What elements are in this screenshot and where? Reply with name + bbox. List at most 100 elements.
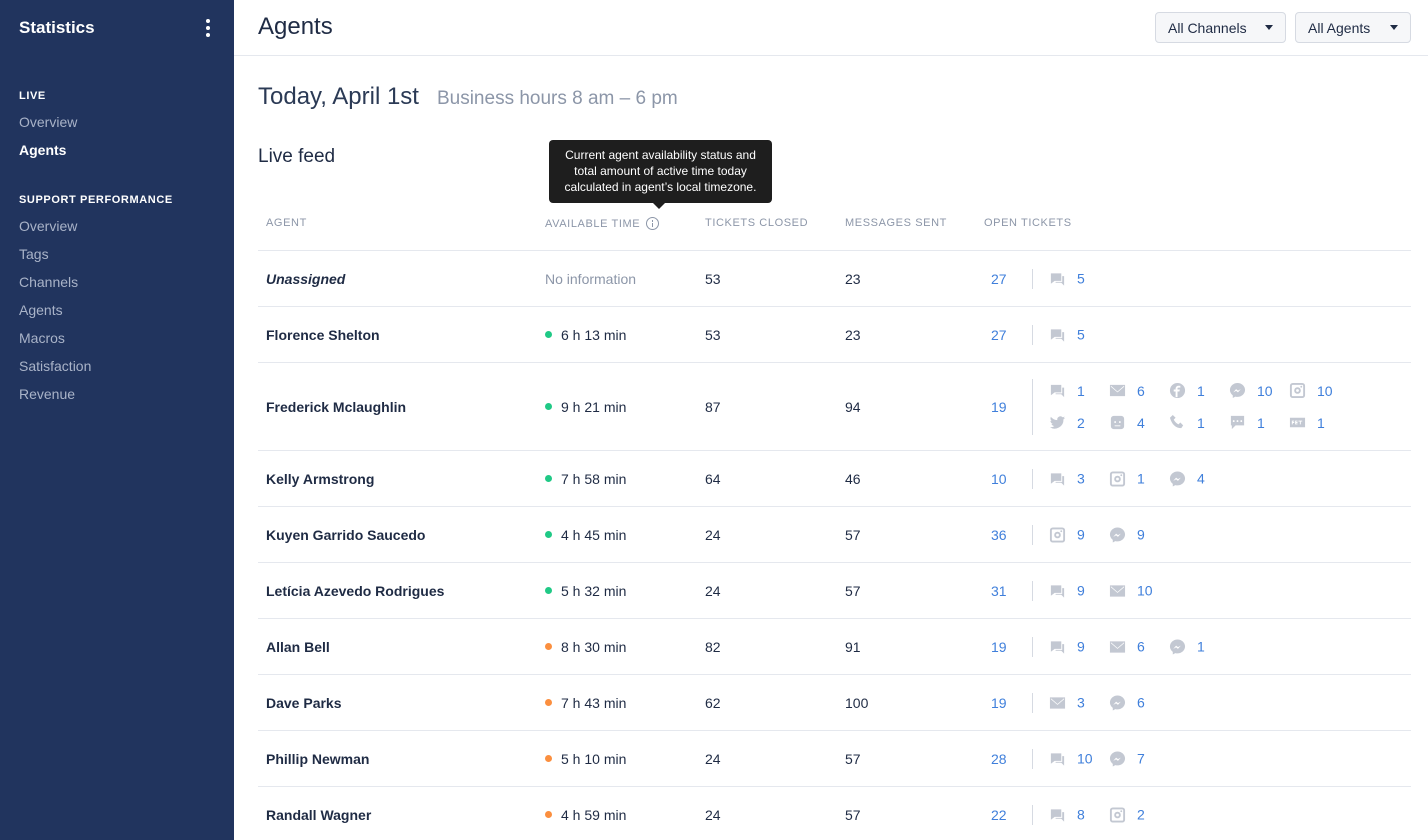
sidebar-item-macros[interactable]: Macros — [19, 330, 65, 346]
channel-ticket-count[interactable]: 5 — [1049, 270, 1085, 287]
sidebar-section-title: SUPPORT PERFORMANCE — [19, 194, 173, 206]
channel-ticket-count[interactable]: 1 — [1169, 414, 1205, 431]
channel-ticket-count[interactable]: 7 — [1109, 750, 1145, 767]
channel-ticket-count[interactable]: 6 — [1109, 638, 1145, 655]
channel-ticket-count[interactable]: 6 — [1109, 694, 1145, 711]
column-header-available-time: AVAILABLE TIME — [545, 217, 660, 230]
open-tickets-link[interactable]: 31 — [991, 582, 1007, 599]
channel-count: 3 — [1077, 470, 1085, 487]
page-title: Agents — [258, 13, 333, 40]
channel-count: 10 — [1077, 750, 1093, 767]
channel-count: 6 — [1137, 638, 1145, 655]
sidebar-item-agents[interactable]: Agents — [19, 302, 63, 318]
info-icon[interactable] — [646, 217, 660, 230]
channel-count: 6 — [1137, 694, 1145, 711]
more-options-icon[interactable] — [201, 19, 215, 37]
channel-ticket-count[interactable]: 10 — [1109, 582, 1153, 599]
channel-ticket-count[interactable]: 10 — [1229, 382, 1273, 399]
messenger-icon — [1109, 694, 1126, 711]
channel-ticket-count[interactable]: 9 — [1049, 638, 1085, 655]
bot-icon — [1109, 414, 1126, 431]
channel-ticket-count[interactable]: 1 — [1289, 414, 1325, 431]
messenger-icon — [1169, 638, 1186, 655]
channel-ticket-count[interactable]: 1 — [1169, 638, 1205, 655]
sidebar-item-overview[interactable]: Overview — [19, 218, 78, 234]
sidebar-item-tags[interactable]: Tags — [19, 246, 49, 262]
sidebar-item-satisfaction[interactable]: Satisfaction — [19, 358, 92, 374]
agent-name: Unassigned — [266, 270, 346, 287]
agent-name: Allan Bell — [266, 638, 330, 655]
table-header: AGENT AVAILABLE TIME TICKETS CLOSED MESS… — [258, 195, 1411, 251]
business-hours: Business hours 8 am – 6 pm — [436, 88, 678, 109]
available-time: 7 h 58 min — [545, 471, 626, 487]
open-tickets-link[interactable]: 19 — [991, 638, 1007, 655]
tickets-closed: 24 — [705, 806, 721, 823]
available-time: 5 h 10 min — [545, 751, 626, 767]
open-tickets-link[interactable]: 10 — [991, 470, 1007, 487]
channel-ticket-count[interactable]: 1 — [1229, 414, 1265, 431]
divider — [1032, 636, 1033, 657]
agents-table: AGENT AVAILABLE TIME TICKETS CLOSED MESS… — [258, 195, 1411, 840]
open-tickets-link[interactable]: 28 — [991, 750, 1007, 767]
open-tickets-link[interactable]: 19 — [991, 694, 1007, 711]
channel-ticket-count[interactable]: 10 — [1289, 382, 1333, 399]
table-row: Kelly Armstrong 7 h 58 min 64 46 10 3 1 4 — [258, 451, 1411, 507]
channel-ticket-count[interactable]: 2 — [1109, 806, 1145, 823]
channel-ticket-count[interactable]: 9 — [1109, 526, 1145, 543]
channel-ticket-count[interactable]: 9 — [1049, 582, 1085, 599]
messages-sent: 23 — [845, 326, 861, 343]
channel-ticket-count[interactable]: 3 — [1049, 694, 1085, 711]
available-time-value: 9 h 21 min — [561, 398, 627, 415]
channel-count: 2 — [1077, 414, 1085, 431]
agents-filter-dropdown[interactable]: All Agents — [1295, 12, 1411, 43]
open-tickets-link[interactable]: 27 — [991, 326, 1007, 343]
channel-ticket-count[interactable]: 1 — [1049, 382, 1085, 399]
open-tickets-link[interactable]: 19 — [991, 398, 1007, 415]
divider — [1032, 804, 1033, 825]
channel-ticket-count[interactable]: 10 — [1049, 750, 1093, 767]
status-dot-icon — [545, 643, 552, 650]
channel-ticket-count[interactable]: 9 — [1049, 526, 1085, 543]
open-tickets-link[interactable]: 27 — [991, 270, 1007, 287]
divider — [1032, 324, 1033, 345]
sidebar-item-revenue[interactable]: Revenue — [19, 386, 76, 402]
instagram-icon — [1109, 470, 1126, 487]
instagram-icon — [1109, 806, 1126, 823]
available-time: 4 h 59 min — [545, 807, 626, 823]
table-row: Dave Parks 7 h 43 min 62 100 19 3 6 — [258, 675, 1411, 731]
channel-count: 8 — [1077, 806, 1085, 823]
channel-count: 9 — [1137, 526, 1145, 543]
channel-count: 1 — [1197, 414, 1205, 431]
chat-icon — [1049, 806, 1066, 823]
chat-icon — [1049, 750, 1066, 767]
section-title: Live feed — [258, 146, 336, 167]
available-time: 8 h 30 min — [545, 639, 626, 655]
available-time-value: No information — [545, 270, 637, 287]
messages-sent: 100 — [845, 694, 869, 711]
messages-sent: 91 — [845, 638, 861, 655]
open-tickets-link[interactable]: 36 — [991, 526, 1007, 543]
sidebar-item-live-agents[interactable]: Agents — [19, 142, 67, 158]
channel-ticket-count[interactable]: 4 — [1169, 470, 1205, 487]
caret-down-icon — [1390, 25, 1398, 30]
channels-filter-dropdown[interactable]: All Channels — [1155, 12, 1286, 43]
channel-ticket-count[interactable]: 8 — [1049, 806, 1085, 823]
channel-count: 9 — [1077, 638, 1085, 655]
sidebar-item-live-overview[interactable]: Overview — [19, 114, 78, 130]
channel-ticket-count[interactable]: 3 — [1049, 470, 1085, 487]
channel-ticket-count[interactable]: 5 — [1049, 326, 1085, 343]
divider — [1032, 378, 1033, 435]
api-icon — [1289, 414, 1306, 431]
status-dot-icon — [545, 811, 552, 818]
channel-ticket-count[interactable]: 1 — [1169, 382, 1205, 399]
open-tickets-link[interactable]: 22 — [991, 806, 1007, 823]
channel-count: 1 — [1197, 638, 1205, 655]
tickets-closed: 64 — [705, 470, 721, 487]
channel-ticket-count[interactable]: 2 — [1049, 414, 1085, 431]
channel-ticket-count[interactable]: 6 — [1109, 382, 1145, 399]
messages-sent: 94 — [845, 398, 861, 415]
sidebar-item-channels[interactable]: Channels — [19, 274, 79, 290]
channel-ticket-count[interactable]: 1 — [1109, 470, 1145, 487]
channel-ticket-count[interactable]: 4 — [1109, 414, 1145, 431]
messages-sent: 46 — [845, 470, 861, 487]
